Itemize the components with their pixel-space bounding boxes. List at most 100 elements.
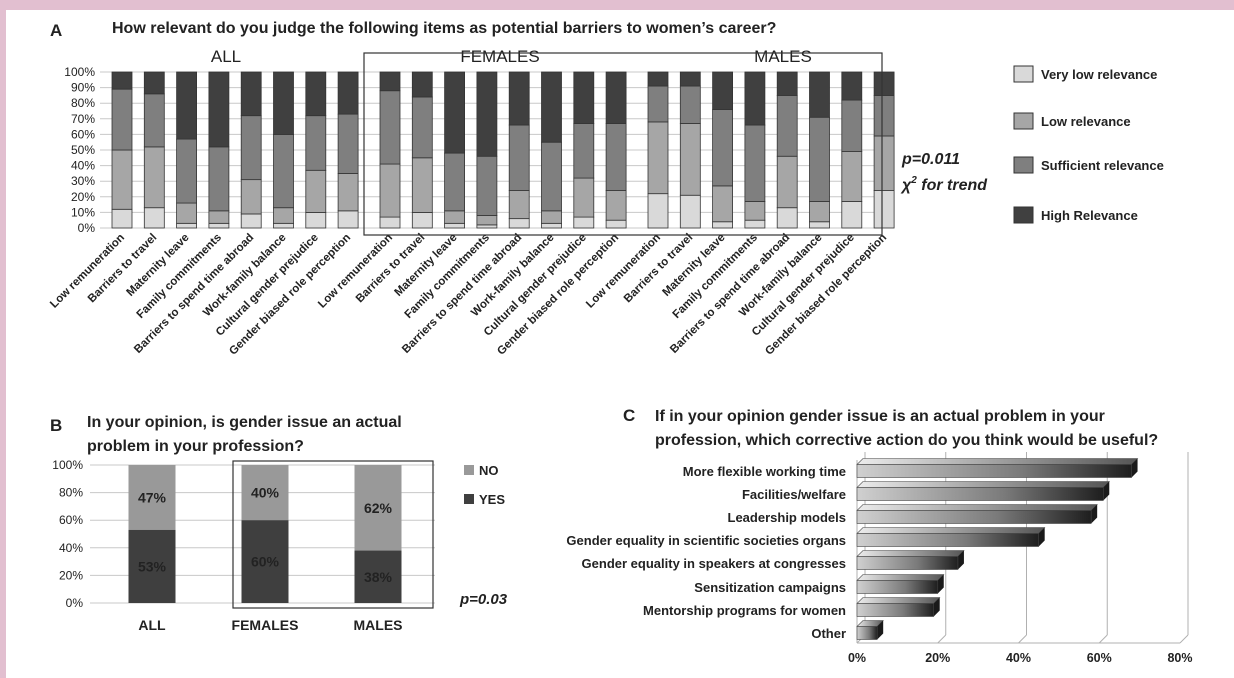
panel-c-x-tick-20: 20% bbox=[925, 651, 950, 665]
bar-females-family-commitments-high-relevance bbox=[476, 71, 498, 157]
bar-all-cultural-gender-prejudice-high-relevance bbox=[305, 71, 327, 117]
bar-top-facilities-welfare bbox=[856, 481, 1111, 488]
group-title-males: MALES bbox=[754, 47, 812, 66]
bar-end-mentorship-programs-for-women bbox=[933, 597, 940, 617]
bar-all-family-commitments-very-low-relevance bbox=[208, 222, 230, 229]
bar-males-barriers-to-travel-low-relevance bbox=[679, 123, 701, 196]
bar-all-barriers-to-spend-time-abroad-sufficient-relevance bbox=[240, 115, 262, 181]
panel-a-legend: Very low relevance Low relevance Suffici… bbox=[1013, 65, 1164, 224]
category-label-facilities-welfare: Facilities/welfare bbox=[742, 487, 846, 502]
bar-males-low-remuneration-sufficient-relevance bbox=[647, 85, 669, 123]
legend-swatch-sufficient bbox=[1013, 156, 1034, 174]
panel-b-y-tick-labels: 0% 20% 40% 60% 80% 100% bbox=[52, 458, 83, 610]
legend-label-very-low: Very low relevance bbox=[1041, 67, 1157, 82]
category-label-leadership-models: Leadership models bbox=[728, 510, 846, 525]
bar-mentorship-programs-for-women bbox=[856, 603, 935, 617]
bar-females-gender-biased-role-perception-sufficient-relevance bbox=[605, 123, 627, 191]
bar-females-work-family-balance-low-relevance bbox=[541, 210, 562, 224]
bar-males-work-family-balance-low-relevance bbox=[809, 201, 830, 223]
bar-females-maternity-leave-sufficient-relevance bbox=[444, 152, 466, 212]
category-label-all-barriers-to-spend-time-abroad: Barriers to spend time abroad bbox=[132, 232, 256, 356]
bar-males-barriers-to-travel-sufficient-relevance bbox=[679, 85, 701, 124]
category-label-males-barriers-to-spend-time-abroad: Barriers to spend time abroad bbox=[668, 232, 792, 356]
bar-no-males bbox=[354, 465, 402, 551]
bar-all-cultural-gender-prejudice-sufficient-relevance bbox=[305, 115, 327, 171]
bar-all-maternity-leave-high-relevance bbox=[176, 71, 198, 140]
panel-a-y-tick-60: 60% bbox=[71, 127, 95, 141]
bar-females-cultural-gender-prejudice-high-relevance bbox=[573, 71, 595, 124]
legend-swatch-low bbox=[1013, 112, 1034, 130]
panel-c-category-labels: More flexible working time Facilities/wel… bbox=[566, 464, 846, 641]
bar-females-barriers-to-spend-time-abroad-very-low-relevance bbox=[508, 218, 530, 229]
bar-females-work-family-balance-very-low-relevance bbox=[541, 222, 562, 229]
bar-females-maternity-leave-low-relevance bbox=[444, 210, 466, 224]
bar-facilities-welfare bbox=[856, 487, 1104, 501]
panel-c-x-tick-labels: 0% 20% 40% 60% 80% bbox=[848, 651, 1193, 665]
bar-no-all bbox=[128, 465, 176, 530]
bar-no-females bbox=[241, 465, 289, 521]
bar-males-work-family-balance-sufficient-relevance bbox=[809, 116, 830, 202]
bar-females-family-commitments-very-low-relevance bbox=[476, 224, 498, 229]
panel-b-y-tick-80: 80% bbox=[59, 486, 83, 500]
bar-all-work-family-balance-very-low-relevance bbox=[273, 222, 294, 229]
bar-females-barriers-to-travel-very-low-relevance bbox=[411, 211, 433, 229]
bar-males-gender-biased-role-perception-sufficient-relevance bbox=[873, 95, 895, 137]
panel-a-y-tick-100: 100% bbox=[64, 65, 95, 79]
females-highlight-box bbox=[363, 52, 883, 236]
bar-females-gender-biased-role-perception-low-relevance bbox=[605, 190, 627, 221]
bar-all-low-remuneration-sufficient-relevance bbox=[111, 88, 133, 151]
panel-a-y-tick-50: 50% bbox=[71, 143, 95, 157]
bar-males-family-commitments-very-low-relevance bbox=[744, 219, 766, 229]
bar-end-sensitization-campaigns bbox=[937, 574, 944, 594]
bar-all-gender-biased-role-perception-low-relevance bbox=[337, 172, 359, 212]
bar-males-work-family-balance-very-low-relevance bbox=[809, 221, 830, 229]
bar-all-work-family-balance-high-relevance bbox=[273, 71, 294, 135]
panel-a-y-tick-40: 40% bbox=[71, 159, 95, 173]
panel-b-legend: NO YES bbox=[464, 463, 505, 507]
bar-females-gender-biased-role-perception-very-low-relevance bbox=[605, 219, 627, 229]
legend-swatch-very-low bbox=[1013, 65, 1034, 83]
panel-b-category-labels: ALL FEMALES MALES bbox=[138, 617, 402, 633]
legend-swatch-high bbox=[1013, 206, 1034, 224]
bar-females-family-commitments-low-relevance bbox=[476, 215, 498, 226]
category-label-females: FEMALES bbox=[232, 617, 299, 633]
bar-males-barriers-to-travel-very-low-relevance bbox=[679, 194, 701, 229]
bar-females-cultural-gender-prejudice-very-low-relevance bbox=[573, 216, 595, 229]
bar-females-barriers-to-spend-time-abroad-low-relevance bbox=[508, 190, 530, 220]
data-label-yes-all: 53% bbox=[138, 558, 167, 574]
panel-b-title-line-2: problem in your profession? bbox=[87, 438, 304, 455]
category-label-males-gender-biased-role-perception: Gender biased role perception bbox=[763, 232, 889, 358]
category-label-sensitization-campaigns: Sensitization campaigns bbox=[694, 580, 846, 595]
figure-canvas: A B C How relevant do you judge the foll… bbox=[6, 10, 1234, 678]
panel-c-floor-gridline bbox=[1018, 634, 1027, 644]
bar-males-cultural-gender-prejudice-sufficient-relevance bbox=[841, 99, 863, 152]
bar-females-work-family-balance-sufficient-relevance bbox=[541, 141, 562, 212]
category-label-more-flexible-working-time: More flexible working time bbox=[683, 464, 846, 479]
bar-males-family-commitments-high-relevance bbox=[744, 71, 766, 126]
bar-all-gender-biased-role-perception-sufficient-relevance bbox=[337, 113, 359, 174]
panel-c-title-line-2: profession, which corrective action do y… bbox=[655, 432, 1158, 449]
panel-b-p-value: p=0.03 bbox=[459, 591, 508, 608]
bar-end-facilities-welfare bbox=[1103, 481, 1110, 501]
bar-males-cultural-gender-prejudice-very-low-relevance bbox=[841, 201, 863, 229]
bar-females-maternity-leave-very-low-relevance bbox=[444, 222, 466, 229]
panel-c-bars bbox=[856, 458, 1139, 640]
panel-a-bars bbox=[111, 71, 895, 229]
bar-end-other bbox=[877, 620, 884, 640]
bar-all-barriers-to-travel-high-relevance bbox=[143, 71, 165, 95]
panel-b-bars: 47% 53% 40% 60% 62% 38% bbox=[128, 465, 402, 603]
category-label-mentorship-programs-for-women: Mentorship programs for women bbox=[643, 603, 846, 618]
bar-females-family-commitments-sufficient-relevance bbox=[476, 155, 498, 216]
bar-all-barriers-to-spend-time-abroad-low-relevance bbox=[240, 179, 262, 215]
bar-yes-males bbox=[354, 550, 402, 603]
bar-males-cultural-gender-prejudice-low-relevance bbox=[841, 151, 863, 202]
bar-top-sensitization-campaigns bbox=[856, 574, 945, 581]
bar-end-gender-equality-in-speakers-at-congresses bbox=[957, 550, 964, 570]
data-label-no-males: 62% bbox=[364, 500, 393, 516]
category-label-other: Other bbox=[811, 626, 846, 641]
panel-b-y-tick-60: 60% bbox=[59, 513, 83, 527]
bar-all-maternity-leave-sufficient-relevance bbox=[176, 138, 198, 204]
bar-top-gender-equality-in-scientific-societies-organs bbox=[856, 527, 1046, 534]
panel-c-title-line-1: If in your opinion gender issue is an ac… bbox=[655, 408, 1105, 425]
